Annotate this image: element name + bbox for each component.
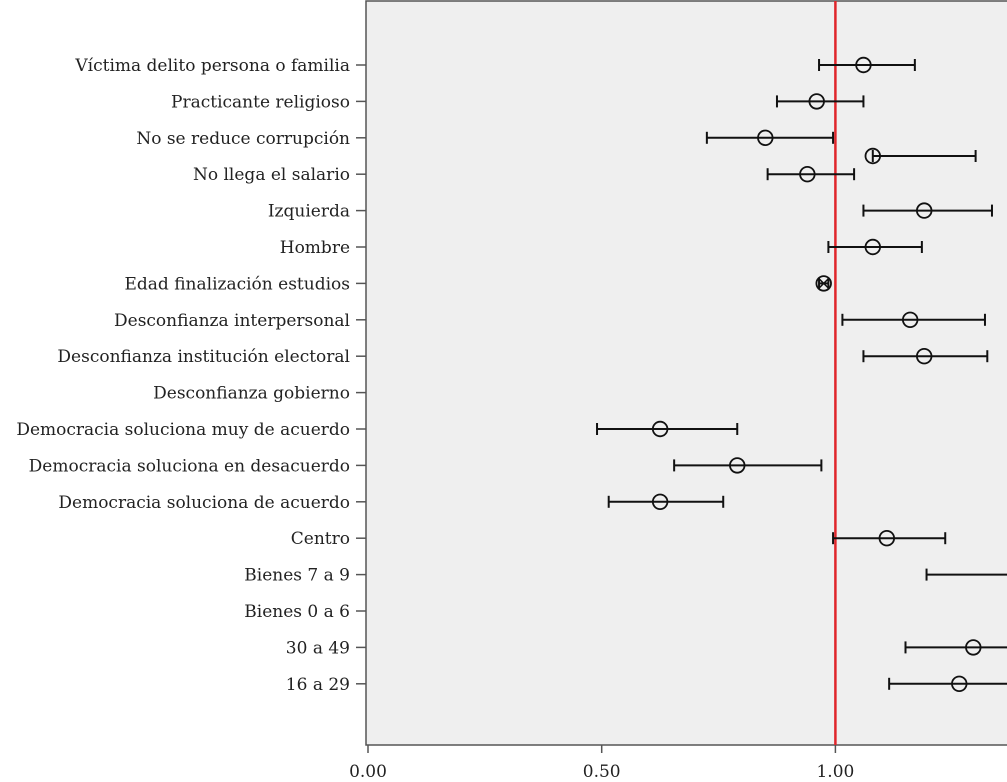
estimate-point [705, 129, 835, 147]
x-tick-label: 1.00 [816, 762, 854, 782]
category-label: Bienes 7 a 9 [244, 566, 350, 586]
category-label: Hombre [280, 238, 350, 258]
category-label: Centro [291, 529, 350, 549]
estimate-marker [757, 129, 774, 147]
estimate-marker [901, 311, 919, 329]
estimate-point [832, 530, 947, 547]
category-label: 16 a 29 [286, 675, 350, 695]
category-label: 30 a 49 [286, 638, 350, 658]
estimate-point [862, 202, 993, 219]
category-label: Edad finalización estudios [125, 274, 351, 294]
estimate-marker [855, 56, 872, 74]
category-label: Democracia soluciona en desacuerdo [29, 456, 350, 476]
category-label: No llega el salario [193, 165, 350, 185]
estimate-marker [799, 165, 816, 183]
estimate-point [607, 493, 725, 511]
estimate-marker [808, 93, 825, 110]
category-label: Democracia soluciona de acuerdo [58, 493, 350, 513]
estimate-point [775, 93, 865, 110]
marker-cross [818, 277, 830, 290]
estimate-point [904, 639, 1007, 656]
estimate-marker [864, 238, 881, 256]
estimate-marker [916, 202, 933, 219]
estimate-marker [815, 275, 832, 292]
estimate-marker [864, 147, 881, 165]
x-tick-label: 0.00 [349, 762, 387, 782]
estimate-point [925, 568, 1007, 581]
estimate-point [864, 147, 977, 165]
x-axis: 0.000.501.001.502.002.50 [349, 745, 854, 782]
estimate-point [841, 311, 986, 329]
x-tick-label: 0.50 [583, 762, 621, 782]
category-label: Practicante religioso [171, 92, 350, 112]
category-label: Democracia soluciona muy de acuerdo [16, 420, 350, 440]
estimate-marker [729, 457, 746, 474]
estimate-marker [965, 639, 982, 656]
category-label: Víctima delito persona o familia [74, 56, 350, 76]
category-label: No se reduce corrupción [136, 129, 350, 149]
category-label: Desconfianza interpersonal [114, 311, 350, 331]
plot-area [365, 0, 1007, 746]
estimate-marker [916, 348, 933, 365]
category-label: Bienes 0 a 6 [244, 602, 350, 622]
category-label: Izquierda [268, 202, 350, 222]
estimate-point [815, 275, 832, 292]
estimate-marker [651, 420, 669, 438]
category-axis: Víctima delito persona o familia Practica… [16, 56, 366, 695]
estimate-point [818, 56, 916, 74]
estimate-point [673, 457, 823, 474]
estimate-point [888, 675, 1007, 693]
estimate-point [827, 238, 923, 256]
estimate-point [862, 348, 989, 365]
estimates-group [596, 56, 1007, 693]
estimate-point [766, 165, 856, 183]
estimate-point [596, 420, 739, 438]
category-label: Desconfianza gobierno [153, 384, 350, 404]
category-label: Desconfianza institución electoral [57, 347, 350, 367]
estimate-marker [651, 493, 669, 511]
estimate-marker [878, 530, 896, 547]
estimate-marker [951, 675, 968, 693]
